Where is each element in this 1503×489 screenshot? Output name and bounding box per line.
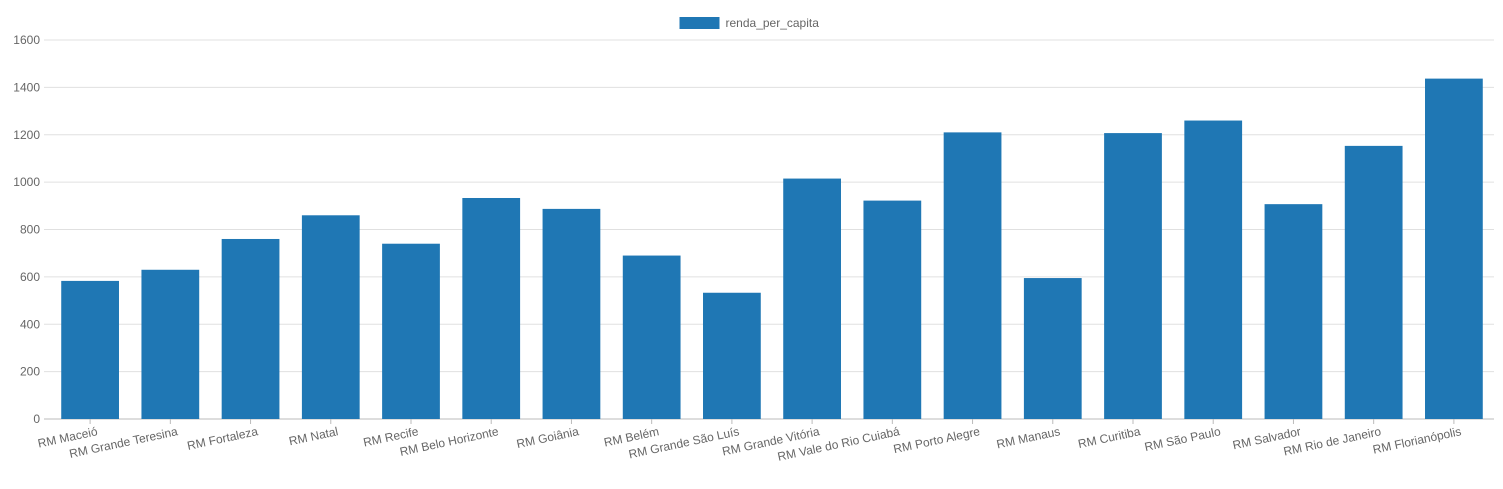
y-tick-label: 1400 [13,80,40,94]
bar[interactable]: RM Vale do Rio Cuiabá: 922 [863,200,922,419]
bar[interactable]: RM Manaus: 595 [1023,278,1082,419]
y-tick-label: 600 [20,270,40,284]
bars: RM Maceió: 583 RM Grande Teresina: 630 RM … [61,78,1483,420]
x-tick-label: RM Curitiba [1077,424,1142,451]
y-tick-label: 1000 [13,175,40,189]
bar[interactable]: RM Fortaleza: 760 [221,238,280,419]
x-tick-label: RM Goiânia [515,424,580,451]
legend[interactable]: renda_per_capita [679,16,820,30]
bar[interactable]: RM Grande Teresina: 630 [141,269,200,419]
bar[interactable]: RM Florianópolis: 1437 [1425,78,1483,419]
y-tick-label: 800 [20,223,40,237]
bar[interactable]: RM Salvador: 907 [1264,204,1323,419]
x-tick-label: RM São Paulo [1143,424,1222,454]
bar[interactable]: RM Grande Vitória: 1015 [783,178,841,419]
x-tick-label: RM Manaus [995,424,1061,451]
bar[interactable]: RM Maceió: 583 [61,280,119,419]
y-tick-label: 1200 [13,128,40,142]
bar[interactable]: RM Goiânia: 887 [542,208,601,419]
y-tick-label: 400 [20,317,40,331]
bar[interactable]: RM Porto Alegre: 1210 [943,132,1002,419]
x-tick-label: RM Fortaleza [186,424,260,453]
bar[interactable]: RM Curitiba: 1207 [1104,133,1162,420]
bar[interactable]: RM Belo Horizonte: 933 [462,197,521,419]
bar[interactable]: RM São Paulo: 1260 [1184,120,1243,419]
y-tick-label: 200 [20,365,40,379]
bar[interactable]: RM Grande São Luís: 533 [703,292,761,419]
legend-label[interactable]: renda_per_capita [726,16,820,30]
legend-swatch[interactable] [679,17,720,29]
y-tick-label: 0 [33,412,40,426]
bar[interactable]: RM Recife: 740 [382,243,440,419]
y-tick-label: 1600 [13,33,40,47]
bar[interactable]: RM Rio de Janeiro: 1153 [1344,145,1403,419]
x-tick-label: RM Natal [288,424,340,448]
bar[interactable]: RM Natal: 860 [301,215,360,419]
grid-lines [44,39,1494,420]
bar[interactable]: RM Belém: 690 [622,255,681,419]
x-tick-label: RM Porto Alegre [892,424,981,456]
x-tick-label: RM Florianópolis [1372,424,1463,456]
